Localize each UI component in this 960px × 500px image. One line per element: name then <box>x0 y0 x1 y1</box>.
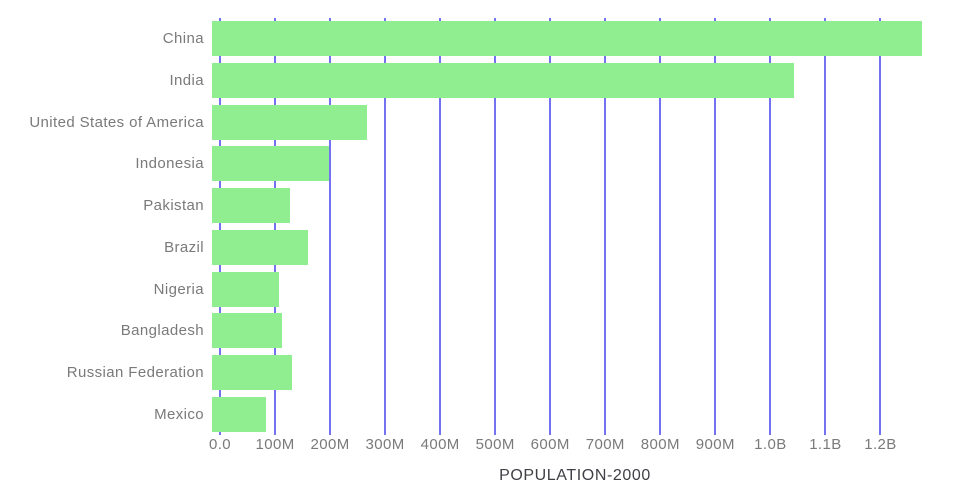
gridline <box>384 18 387 435</box>
gridline <box>494 18 497 435</box>
gridline <box>714 18 717 435</box>
gridline <box>274 18 277 435</box>
gridline <box>329 18 332 435</box>
bar-row: Brazil <box>0 227 930 269</box>
x-tick-label: 800M <box>640 436 680 453</box>
x-tick-label: 500M <box>475 436 515 453</box>
x-tick-label: 200M <box>310 436 350 453</box>
bar <box>212 229 309 265</box>
bar-row: Pakistan <box>0 185 930 227</box>
category-label: Nigeria <box>153 280 204 298</box>
gridline <box>824 18 827 435</box>
x-tick-label: 300M <box>365 436 405 453</box>
bar-row: India <box>0 60 930 102</box>
bar <box>212 21 922 57</box>
bar <box>212 271 280 307</box>
category-label: Mexico <box>154 405 204 423</box>
gridline <box>439 18 442 435</box>
category-label: United States of America <box>29 113 204 131</box>
x-axis-ticks: 0.0 100M 200M 300M 400M 500M 600M 700M 800M 900M 1… <box>209 436 930 454</box>
bar-row: Mexico <box>0 393 930 435</box>
category-label: Brazil <box>164 238 204 256</box>
bar-row: China <box>0 18 930 60</box>
bar <box>212 396 267 432</box>
gridline <box>769 18 772 435</box>
bar-rows: China India United States of America Indone… <box>0 18 930 435</box>
bar <box>212 63 794 99</box>
x-tick-label: 400M <box>420 436 460 453</box>
bar-row: Russian Federation <box>0 352 930 394</box>
x-tick-label: 1.1B <box>809 436 842 453</box>
x-tick-label: 1.0B <box>754 436 787 453</box>
bar-row: Nigeria <box>0 268 930 310</box>
x-tick-label: 900M <box>695 436 735 453</box>
bar <box>212 146 329 182</box>
x-tick-label: 1.2B <box>864 436 897 453</box>
x-tick-label: 700M <box>585 436 625 453</box>
plot-area <box>219 18 930 435</box>
gridline <box>549 18 552 435</box>
category-label: Bangladesh <box>120 322 204 340</box>
category-label: India <box>169 72 204 90</box>
bar <box>212 188 291 224</box>
x-tick-label: 0.0 <box>208 436 232 453</box>
x-axis-title: POPULATION-2000 <box>499 467 651 484</box>
category-label: China <box>162 30 204 48</box>
bar <box>212 354 293 390</box>
x-tick-label: 100M <box>255 436 295 453</box>
gridline <box>219 18 221 435</box>
gridline <box>879 18 882 435</box>
bar-row: United States of America <box>0 101 930 143</box>
category-label: Russian Federation <box>66 363 204 381</box>
gridline <box>604 18 607 435</box>
category-label: Pakistan <box>143 197 204 215</box>
bar-row: Indonesia <box>0 143 930 185</box>
x-tick-label: 600M <box>530 436 570 453</box>
gridline <box>659 18 662 435</box>
category-label: Indonesia <box>135 155 204 173</box>
bar <box>212 104 368 140</box>
bar-row: Bangladesh <box>0 310 930 352</box>
bar <box>212 313 283 349</box>
